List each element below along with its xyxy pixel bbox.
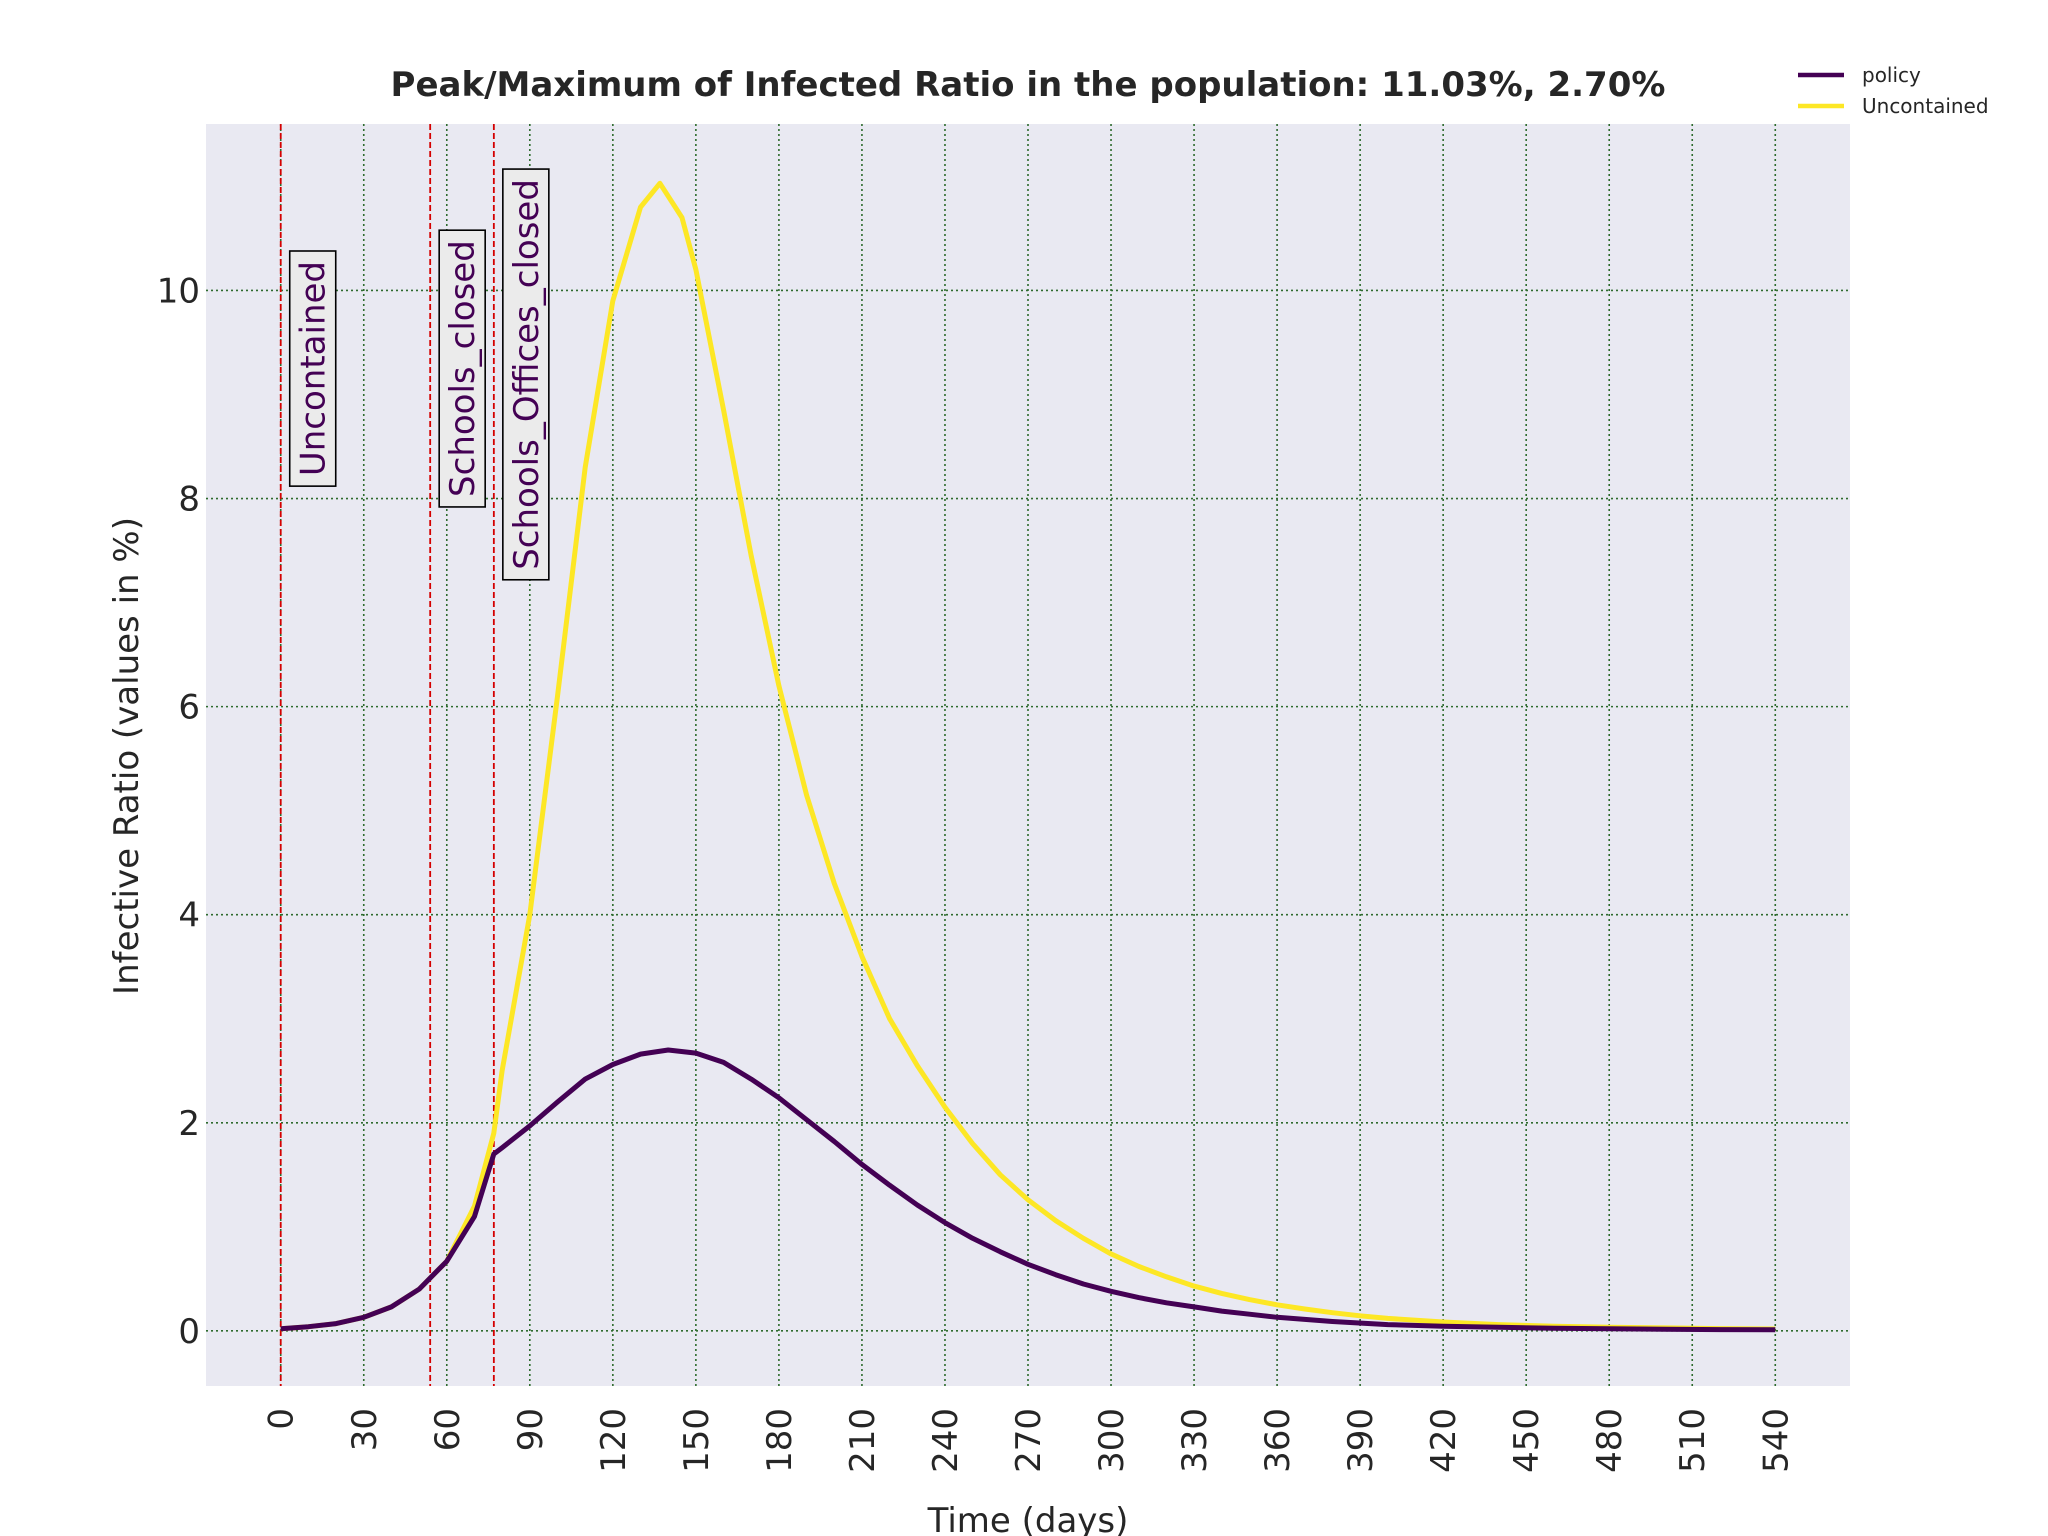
x-tick-label: 150 — [677, 1408, 717, 1473]
x-ticks: 0 30 60 90 120 150 180 210 240 270 300 330 360 390 420… — [262, 1408, 1797, 1473]
y-tick-label: 2 — [178, 1104, 200, 1144]
x-tick-label: 120 — [594, 1408, 634, 1473]
x-axis-label: Time (days) — [927, 1501, 1129, 1536]
annotation-label: Schools_closed — [438, 229, 486, 508]
annotation-box — [502, 168, 550, 581]
x-tick-label: 210 — [843, 1408, 883, 1473]
x-tick-label: 0 — [262, 1408, 302, 1430]
x-tick-label: 270 — [1009, 1408, 1049, 1473]
annotation-text: Schools_Offices_closed — [507, 179, 547, 570]
y-ticks: 0 2 4 6 8 10 — [157, 271, 200, 1351]
y-axis-label: Infective Ratio (values in %) — [107, 517, 147, 995]
legend-label-uncontained: Uncontained — [1862, 94, 1989, 118]
x-tick-label: 510 — [1673, 1408, 1713, 1473]
y-tick-label: 4 — [178, 896, 200, 936]
x-tick-label: 30 — [345, 1408, 385, 1451]
annotation-text: Uncontained — [294, 261, 334, 476]
y-tick-label: 10 — [157, 271, 200, 311]
x-tick-label: 300 — [1092, 1408, 1132, 1473]
annotation-box — [438, 229, 486, 508]
series-line-policy — [280, 1047, 1776, 1333]
x-tick-label: 420 — [1424, 1408, 1464, 1473]
legend: policy Uncontained — [1798, 63, 1989, 118]
y-tick-label: 6 — [178, 688, 200, 728]
y-tick-label: 0 — [178, 1312, 200, 1352]
annotation-box — [288, 250, 337, 487]
x-tick-label: 480 — [1590, 1408, 1630, 1473]
x-tick-label: 180 — [760, 1408, 800, 1473]
annotation-label: Schools_Offices_closed — [502, 168, 550, 581]
x-tick-label: 360 — [1258, 1408, 1298, 1473]
annotation-label: Uncontained — [288, 250, 337, 487]
y-tick-label: 8 — [178, 480, 200, 520]
x-tick-label: 90 — [511, 1408, 551, 1451]
annotation-text: Schools_closed — [443, 240, 483, 497]
x-tick-label: 60 — [428, 1408, 468, 1451]
annotations: Uncontained Schools_closed Schools_Offices… — [288, 168, 550, 581]
x-tick-label: 390 — [1341, 1408, 1381, 1473]
x-tick-label: 330 — [1175, 1408, 1215, 1473]
vlines — [279, 124, 495, 1386]
series-lines — [280, 180, 1776, 1333]
chart-title: Peak/Maximum of Infected Ratio in the po… — [391, 65, 1666, 105]
x-tick-label: 450 — [1507, 1408, 1547, 1473]
series-line-uncontained — [280, 180, 1776, 1332]
x-tick-label: 540 — [1756, 1408, 1796, 1473]
legend-label-policy: policy — [1862, 63, 1921, 87]
x-tick-label: 240 — [926, 1408, 966, 1473]
